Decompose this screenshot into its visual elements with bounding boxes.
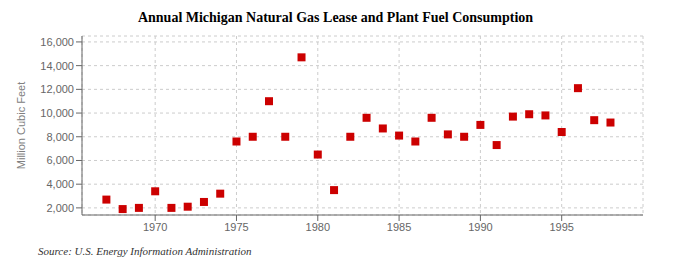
svg-text:1970: 1970	[143, 221, 167, 233]
svg-text:Million Cubic Feet: Million Cubic Feet	[15, 82, 27, 169]
html-text:Source: U.S. Energy Informatio: Source: U.S. Energy Information Administ…	[38, 245, 252, 257]
svg-text:1990: 1990	[468, 221, 492, 233]
html-text:Annual Michigan Natural Gas Le: Annual Michigan Natural Gas Lease and Pl…	[137, 10, 534, 25]
svg-text:8,000: 8,000	[46, 131, 74, 143]
svg-text:1995: 1995	[549, 221, 573, 233]
svg-text:14,000: 14,000	[40, 60, 74, 72]
svg-text:16,000: 16,000	[40, 36, 74, 48]
svg-text:1975: 1975	[224, 221, 248, 233]
svg-text:1980: 1980	[306, 221, 330, 233]
svg-text:4,000: 4,000	[46, 178, 74, 190]
svg-text:6,000: 6,000	[46, 154, 74, 166]
svg-text:1985: 1985	[387, 221, 411, 233]
svg-text:12,000: 12,000	[40, 83, 74, 95]
svg-text:2,000: 2,000	[46, 202, 74, 214]
svg-text:10,000: 10,000	[40, 107, 74, 119]
